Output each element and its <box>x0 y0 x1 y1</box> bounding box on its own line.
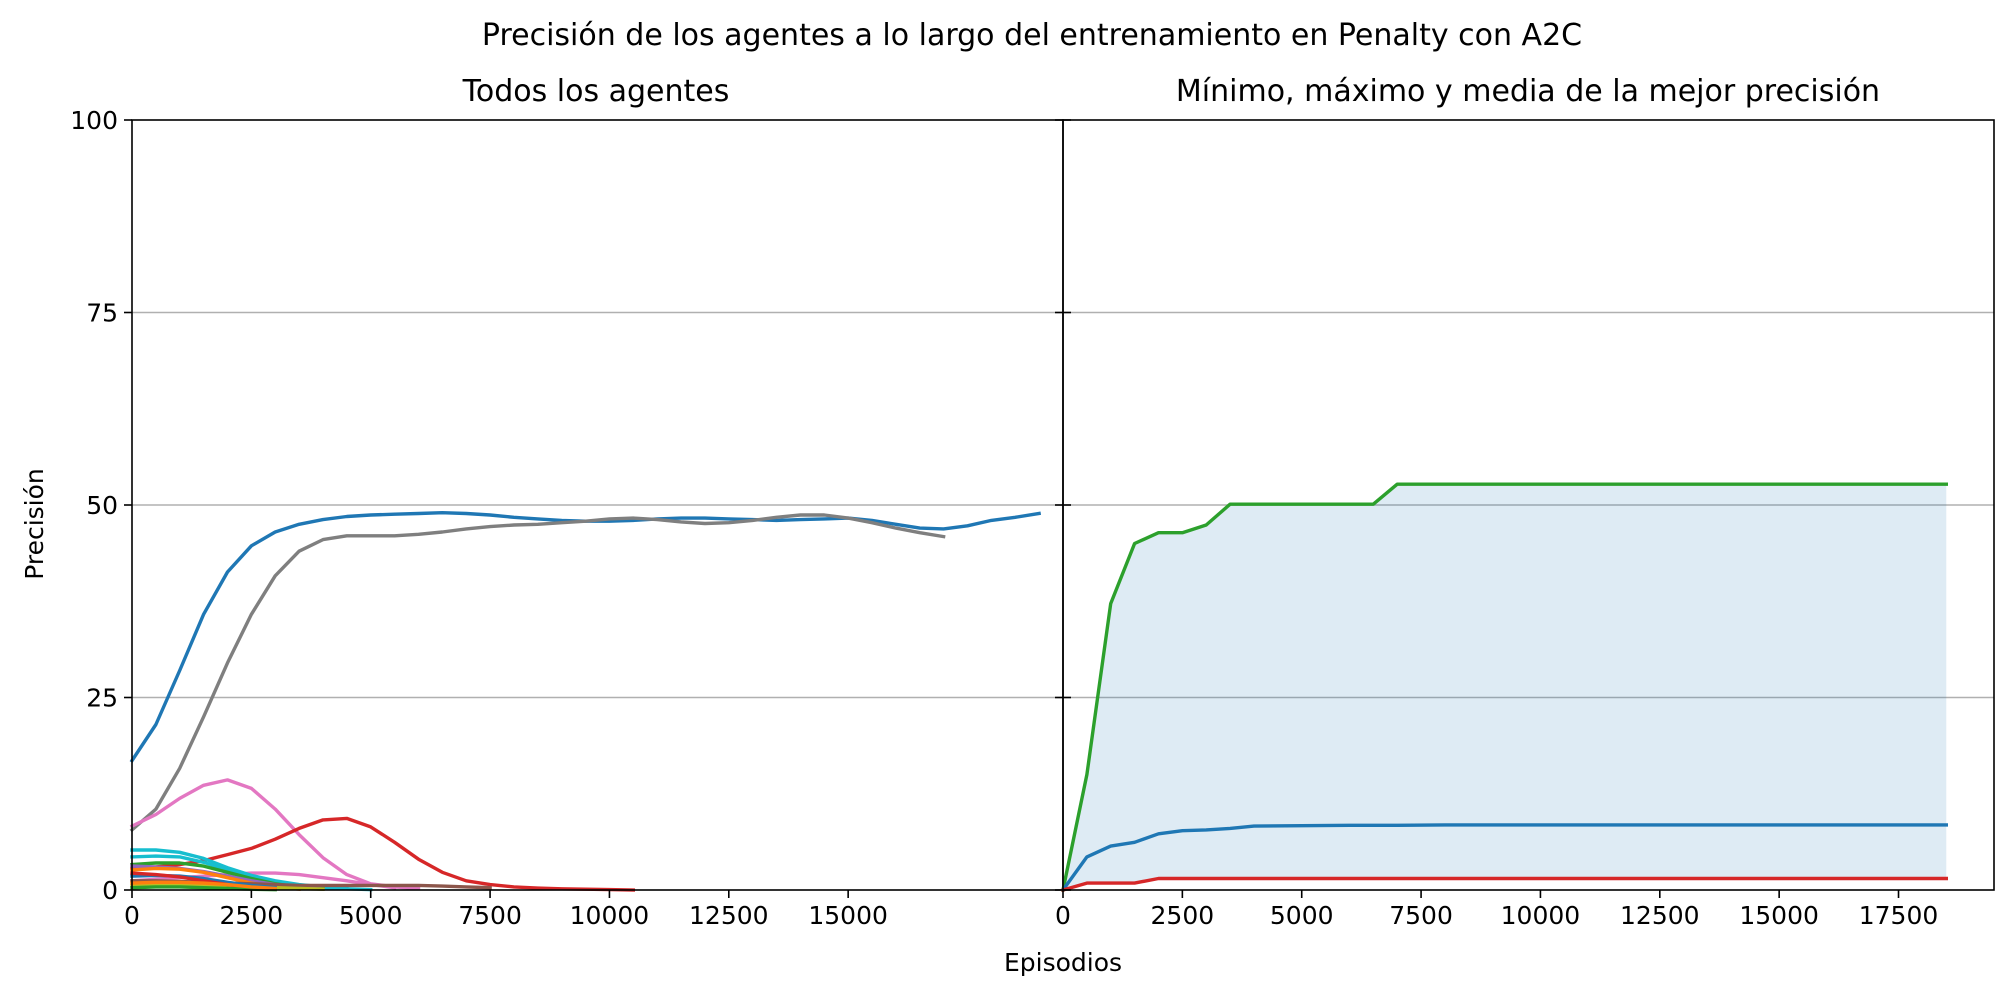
x-tick-label: 5000 <box>339 901 403 930</box>
x-tick-label: 17500 <box>1859 901 1939 930</box>
grid-lines <box>132 311 1063 699</box>
x-tick-label: 7500 <box>458 901 522 930</box>
y-ticks: 0 25 50 75 100 <box>70 106 132 905</box>
x-tick-label: 12500 <box>1620 901 1700 930</box>
series-line-0 <box>129 511 1042 763</box>
y-axis-label: Precisión <box>20 468 49 580</box>
fill-between-area <box>1063 484 1947 890</box>
panel-all-agents: Todos los agentes 0 25 50 75 100 0 2500 5000 75… <box>70 74 1064 930</box>
plot-frame <box>1062 119 1995 891</box>
x-tick-label: 7500 <box>1389 901 1453 930</box>
x-tick-label: 2500 <box>1151 901 1215 930</box>
series-line-media <box>1060 823 1949 893</box>
y-tick-label: 0 <box>102 876 118 905</box>
figure-title: Precisión de los agentes a lo largo del … <box>482 18 1582 53</box>
series-group <box>1060 482 1949 893</box>
x-axis-label: Episodios <box>1004 948 1122 977</box>
series-line-1 <box>129 513 946 833</box>
y-tick-label: 25 <box>86 684 118 713</box>
panel-title-min-max-mean: Mínimo, máximo y media de la mejor preci… <box>1176 74 1880 109</box>
series-group <box>129 511 1042 892</box>
x-tick-label: 12500 <box>689 901 769 930</box>
x-tick-label: 10000 <box>570 901 650 930</box>
grid-lines <box>1063 311 1994 699</box>
x-tick-label: 5000 <box>1270 901 1334 930</box>
x-ticks: 0 2500 5000 7500 10000 12500 15000 <box>124 890 888 930</box>
y-tick-label: 50 <box>86 491 118 520</box>
series-line-3 <box>130 816 636 892</box>
y-tick-label: 100 <box>70 106 118 135</box>
x-ticks: 0 2500 5000 7500 10000 12500 15000 17500 <box>1055 890 1938 930</box>
x-tick-label: 15000 <box>808 901 888 930</box>
series-line-15 <box>130 880 278 891</box>
x-tick-label: 0 <box>1055 901 1071 930</box>
series-line-máximo <box>1060 482 1949 893</box>
x-tick-label: 2500 <box>220 901 284 930</box>
y-tick-label: 75 <box>86 299 118 328</box>
fill-area <box>1063 484 1947 890</box>
x-tick-label: 0 <box>124 901 140 930</box>
series-line-4 <box>130 871 397 890</box>
x-tick-label: 10000 <box>1501 901 1581 930</box>
x-tick-label: 15000 <box>1739 901 1819 930</box>
panel-min-max-mean: Mínimo, máximo y media de la mejor preci… <box>1055 74 1995 930</box>
panel-title-all-agents: Todos los agentes <box>462 74 730 109</box>
series-line-mínimo <box>1060 876 1949 893</box>
series-line-6 <box>130 854 373 892</box>
